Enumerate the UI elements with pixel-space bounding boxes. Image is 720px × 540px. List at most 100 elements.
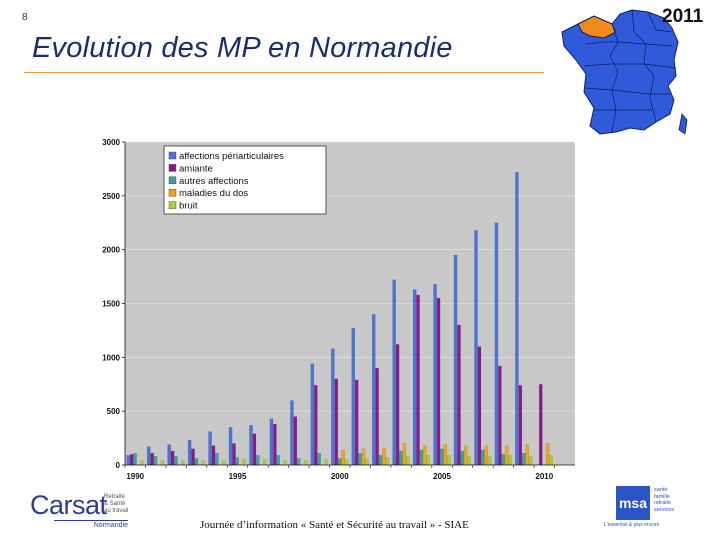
bar: [392, 279, 396, 466]
legend-swatch: [168, 176, 177, 184]
carsat-tagline-line: Retraite: [104, 494, 126, 500]
bar: [453, 254, 458, 466]
bar: [487, 456, 492, 466]
y-tick-label: 2000: [102, 246, 120, 255]
bar: [324, 459, 328, 466]
france-map: [561, 9, 688, 135]
region-borders: [583, 9, 677, 133]
bar: [501, 454, 505, 466]
slide-number: 8: [22, 12, 28, 23]
bar: [423, 445, 427, 466]
bars: [126, 172, 553, 466]
legend-swatch: [168, 189, 177, 197]
bar: [515, 172, 519, 466]
legend-label: bruit: [179, 201, 198, 212]
y-tick-label: 2500: [102, 192, 120, 201]
bar: [283, 460, 287, 466]
bar: [201, 460, 205, 466]
bar: [126, 455, 130, 466]
bar: [276, 455, 280, 466]
bar: [440, 448, 444, 466]
carsat-tagline-line: au travail: [104, 508, 129, 514]
msa-line: services: [654, 506, 675, 513]
bar: [460, 450, 465, 466]
normandy-region: [577, 15, 617, 39]
carsat-tagline-line: & Santé: [104, 501, 126, 507]
bar: [467, 456, 471, 466]
bar: [508, 455, 512, 466]
bar: [412, 289, 417, 466]
bar: [382, 447, 386, 466]
bar: [436, 297, 441, 466]
bar: [406, 456, 410, 466]
bar: [194, 458, 199, 466]
bar: [174, 456, 178, 466]
y-axis: 0 500 1000 1500 2000 2500 3000: [102, 138, 125, 470]
bar: [147, 446, 151, 466]
bar: [129, 454, 134, 466]
bar: [331, 348, 335, 466]
y-tick-label: 0: [116, 461, 121, 470]
bar: [187, 440, 192, 466]
bar: [365, 458, 369, 466]
bar: [416, 294, 420, 466]
bar: [232, 443, 236, 466]
bar: [477, 346, 482, 466]
bar: [211, 445, 216, 466]
legend-swatch: [168, 151, 177, 160]
bar: [317, 453, 321, 466]
msa-logo-lines: santé famille retraite services: [654, 487, 674, 513]
bar: [249, 425, 253, 466]
bar: [235, 457, 240, 466]
msa-logo: msa santé famille retraite services L'es…: [604, 486, 704, 530]
carsat-tagline: Retraite & Santé au travail: [104, 494, 128, 515]
bar: [252, 433, 257, 466]
bar: [504, 445, 509, 466]
bar: [341, 449, 345, 466]
bar: [443, 444, 448, 466]
bar: [153, 456, 158, 466]
legend-label: maladies du dos: [179, 188, 248, 199]
bar: [337, 458, 342, 466]
x-tick-label: 2005: [433, 472, 451, 481]
legend-label: affections périarticulaires: [179, 151, 284, 162]
france-map-body: [561, 9, 679, 135]
bar: [167, 444, 171, 466]
bar: [262, 459, 267, 466]
bar: [433, 283, 437, 466]
msa-line: famille: [654, 493, 670, 500]
bar: [150, 453, 154, 466]
bar: [273, 423, 277, 466]
legend-label: autres affections: [179, 176, 249, 187]
x-axis: 1990 1995 2000 2005 2010: [124, 465, 555, 481]
x-tick-label: 2010: [535, 472, 553, 481]
bar: [358, 453, 362, 466]
msa-line: santé: [654, 487, 668, 493]
bar: [528, 456, 533, 466]
bar: [549, 455, 553, 466]
bar: [351, 328, 355, 466]
corsica-island: [678, 113, 688, 135]
bar: [402, 443, 407, 466]
y-tick-label: 1500: [102, 300, 120, 309]
bar: [160, 460, 165, 466]
bar: [518, 385, 523, 466]
y-tick-label: 1000: [102, 353, 120, 362]
bar: [242, 459, 246, 466]
msa-logo-mark: msa: [616, 486, 650, 520]
carsat-logo-word: Carsat: [30, 490, 107, 520]
bar: [457, 324, 461, 466]
carsat-region: Normandie: [54, 520, 128, 529]
bar: [334, 378, 338, 466]
bar: [525, 444, 529, 466]
msa-tagline: L'essentiel & plus encore: [604, 522, 660, 528]
y-tick-label: 3000: [102, 138, 120, 147]
bar: [498, 365, 502, 466]
bar: [484, 445, 488, 466]
footer-text: Journée d’information « Santé et Sécurit…: [200, 519, 469, 531]
mp-evolution-chart: 0 500 1000 1500 2000 2500 3000 1990 1995 2000 200…: [102, 138, 575, 481]
bar: [399, 450, 403, 466]
bar: [256, 455, 260, 466]
bar: [181, 460, 185, 466]
